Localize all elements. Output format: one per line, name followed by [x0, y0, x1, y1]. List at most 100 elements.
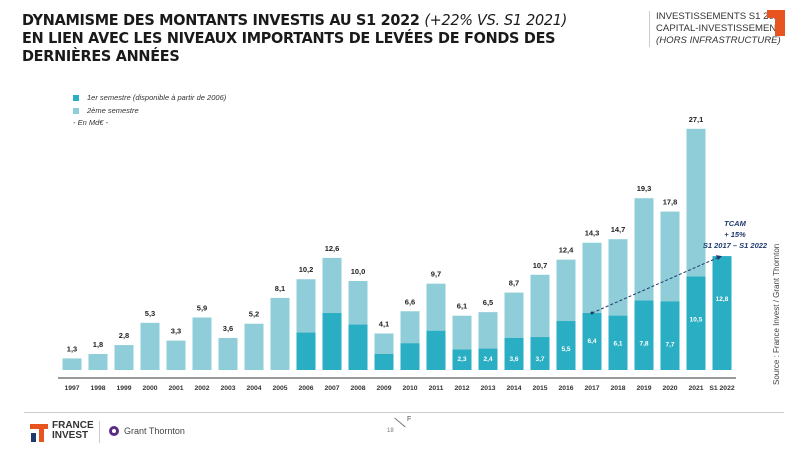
- total-label-2013: 6,5: [483, 298, 493, 307]
- s1-label-2018: 6,1: [613, 341, 622, 348]
- bar-s1-2018: [608, 315, 628, 370]
- s1-label-2019: 7,8: [639, 341, 648, 348]
- legend-swatch-s1: [73, 95, 79, 102]
- bar-s1-S1 2022: [712, 256, 732, 370]
- total-label-2000: 5,3: [145, 309, 155, 318]
- tag-line-2: CAPITAL-INVESTISSEMENT: [656, 23, 783, 34]
- x-tick-2011: 2011: [429, 385, 444, 392]
- bar-s1-2017: [582, 313, 602, 370]
- x-tick-2007: 2007: [324, 385, 339, 392]
- total-label-2003: 3,6: [223, 324, 233, 333]
- bar-s1-2012: [452, 349, 472, 370]
- cagr-annotation: TCAM + 15% S1 2017 – S1 2022: [700, 218, 770, 251]
- cagr-period: S1 2017 – S1 2022: [702, 241, 768, 250]
- bar-s1-2015: [530, 337, 550, 370]
- section-tag: INVESTISSEMENTS S1 2022 CAPITAL-INVESTIS…: [649, 11, 785, 47]
- source-note: Source : France Invest / Grant Thornton: [772, 243, 781, 385]
- legend-item-s2: 2ème semestre: [73, 105, 226, 118]
- x-tick-2019: 2019: [636, 385, 651, 392]
- footer-divider: [24, 412, 784, 413]
- bar-total-2002: [192, 317, 212, 370]
- cagr-arrow-head: [716, 255, 722, 261]
- total-label-2019: 19,3: [637, 184, 652, 193]
- bar-total-1998: [88, 353, 108, 370]
- x-tick-2021: 2021: [688, 385, 703, 392]
- legend-swatch-s2: [73, 107, 79, 114]
- bar-total-2003: [218, 337, 238, 370]
- x-tick-2006: 2006: [298, 385, 313, 392]
- x-tick-2004: 2004: [246, 385, 261, 392]
- s1-label-2017: 6,4: [587, 338, 596, 345]
- title-emphasis: (+22% VS. S1 2021): [424, 11, 568, 29]
- page-title: DYNAMISME DES MONTANTS INVESTIS AU S1 20…: [22, 11, 568, 65]
- s1-label-2016: 5,5: [561, 346, 570, 353]
- total-label-2017: 14,3: [585, 229, 600, 238]
- x-tick-2016: 2016: [558, 385, 573, 392]
- x-tick-2017: 2017: [584, 385, 599, 392]
- bar-s1-2021: [686, 276, 706, 370]
- page-number: 18: [387, 428, 394, 434]
- s1-label-2013: 2,4: [483, 356, 492, 363]
- total-label-2004: 5,2: [249, 310, 259, 319]
- bar-s1-2006: [296, 332, 316, 370]
- france-invest-logo-icon: [30, 424, 48, 442]
- x-tick-1997: 1997: [64, 385, 79, 392]
- cagr-start-dot: [590, 311, 594, 315]
- s1-label-2012: 2,3: [457, 356, 466, 363]
- total-label-2005: 8,1: [275, 284, 285, 293]
- total-label-2018: 14,7: [611, 225, 626, 234]
- total-label-2016: 12,4: [559, 246, 574, 255]
- page-mark: F: [407, 416, 412, 423]
- total-label-2007: 12,6: [325, 244, 340, 253]
- bar-total-2000: [140, 322, 160, 370]
- s1-label-2014: 3,6: [509, 356, 518, 363]
- x-tick-2000: 2000: [142, 385, 157, 392]
- x-tick-2013: 2013: [480, 385, 495, 392]
- bar-s1-2010: [400, 343, 420, 370]
- x-tick-2014: 2014: [506, 385, 521, 392]
- x-tick-2002: 2002: [194, 385, 209, 392]
- bar-s1-2020: [660, 301, 680, 370]
- total-label-2001: 3,3: [171, 327, 181, 336]
- x-tick-2003: 2003: [220, 385, 235, 392]
- cagr-trend-line: [591, 256, 720, 314]
- bar-total-2005: [270, 297, 290, 370]
- s1-label-2015: 3,7: [535, 356, 544, 363]
- bar-s1-2013: [478, 348, 498, 370]
- x-tick-2012: 2012: [454, 385, 469, 392]
- x-tick-2010: 2010: [402, 385, 417, 392]
- total-label-2011: 9,7: [431, 270, 441, 279]
- total-label-2010: 6,6: [405, 297, 415, 306]
- total-label-2008: 10,0: [351, 267, 366, 276]
- chart-legend: 1er semestre (disponible à partir de 200…: [73, 92, 226, 130]
- grant-thornton-logo-text: Grant Thornton: [124, 426, 185, 436]
- logo-separator: [99, 421, 100, 443]
- france-invest-logo-text: FRANCE INVEST: [52, 420, 94, 441]
- grant-thornton-logo-icon: [109, 426, 119, 436]
- x-tick-2005: 2005: [272, 385, 287, 392]
- total-label-2014: 8,7: [509, 279, 519, 288]
- bar-s1-2008: [348, 324, 368, 370]
- total-label-2006: 10,2: [299, 265, 314, 274]
- total-label-2021: 27,1: [689, 115, 704, 124]
- x-tick-2020: 2020: [662, 385, 677, 392]
- s1-label-S1 2022: 12,8: [716, 296, 729, 303]
- s1-label-2020: 7,7: [665, 341, 674, 348]
- x-tick-2009: 2009: [376, 385, 391, 392]
- bar-total-2004: [244, 323, 264, 370]
- bar-s1-2011: [426, 330, 446, 370]
- s1-label-2021: 10,5: [690, 317, 703, 324]
- legend-item-s1: 1er semestre (disponible à partir de 200…: [73, 92, 226, 105]
- bar-total-1997: [62, 358, 82, 370]
- bar-total-2001: [166, 340, 186, 370]
- total-label-2012: 6,1: [457, 302, 467, 311]
- cagr-value: + 15%: [724, 230, 746, 239]
- x-tick-1999: 1999: [116, 385, 131, 392]
- cagr-label: TCAM: [724, 219, 746, 228]
- total-label-2015: 10,7: [533, 261, 548, 270]
- tag-line-3: (HORS INFRASTRUCTURE): [656, 35, 781, 46]
- x-tick-2001: 2001: [168, 385, 183, 392]
- x-tick-2018: 2018: [610, 385, 625, 392]
